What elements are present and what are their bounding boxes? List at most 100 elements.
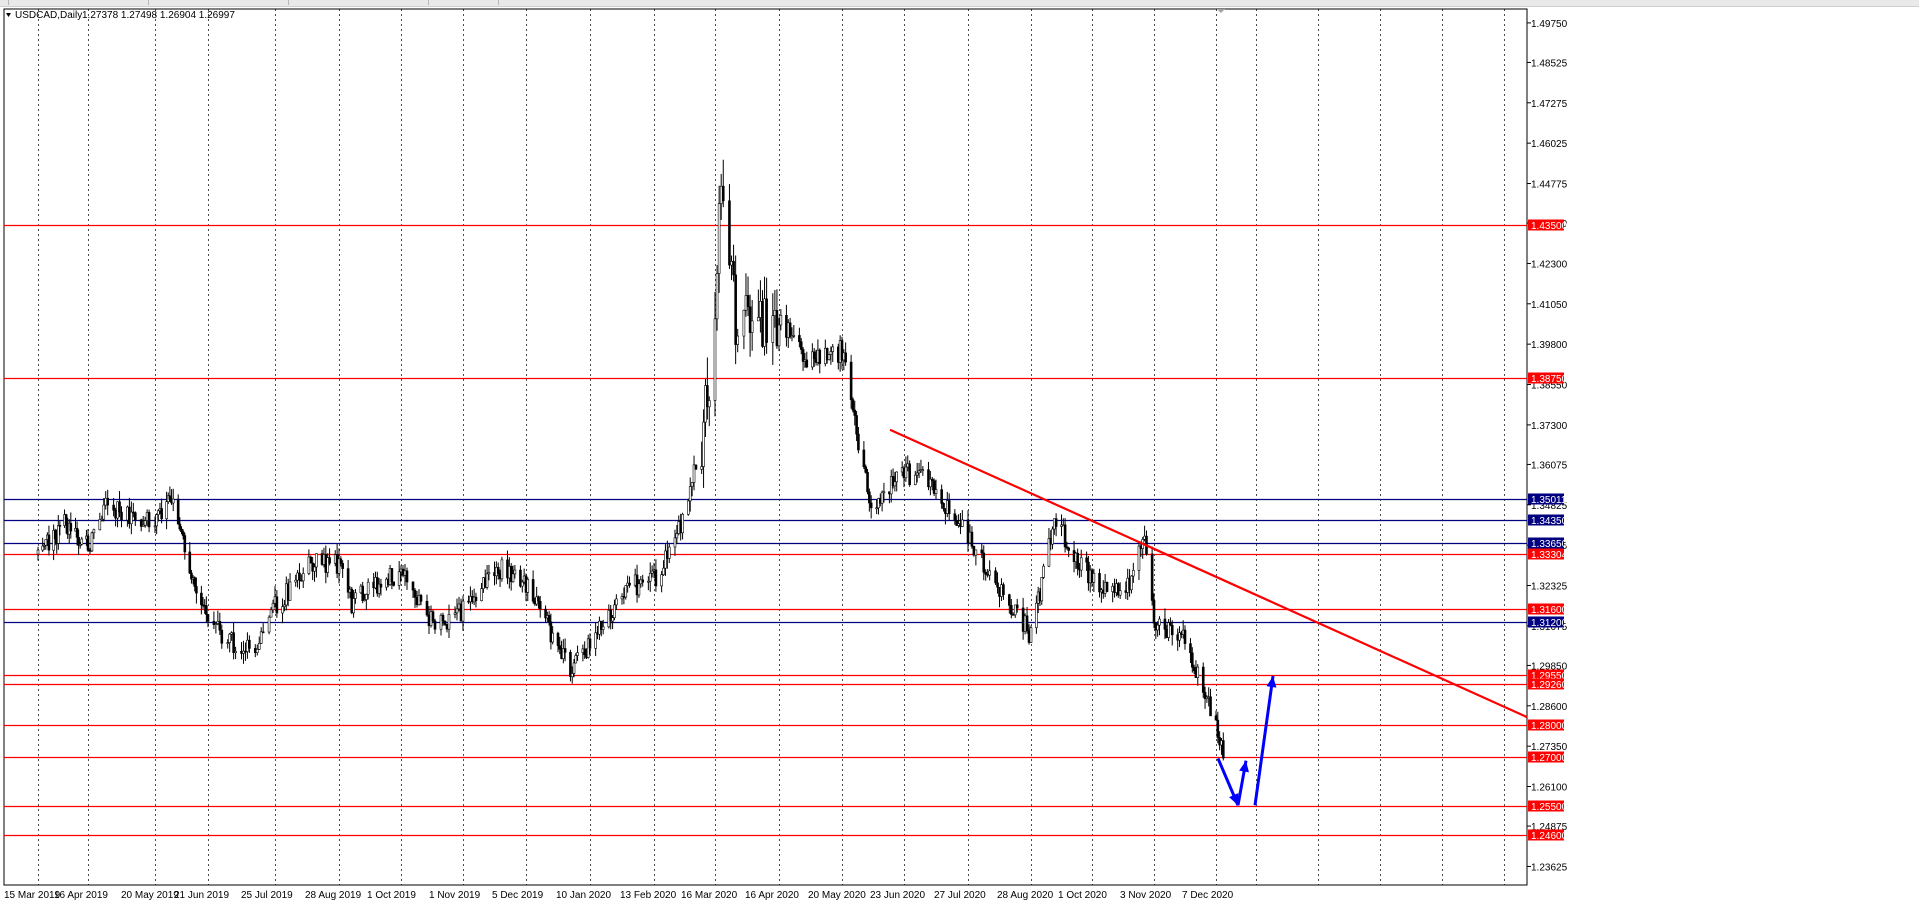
candle-body bbox=[255, 649, 259, 653]
candle-body bbox=[759, 300, 762, 318]
candle-body bbox=[352, 598, 355, 614]
price-tick-label: 1.48525 bbox=[1531, 58, 1568, 69]
candle-body bbox=[188, 551, 192, 574]
candle-body bbox=[742, 309, 746, 337]
shift-marker-icon[interactable] bbox=[1217, 9, 1225, 13]
candle-body bbox=[461, 600, 465, 622]
candle-body bbox=[232, 632, 235, 654]
candle-body bbox=[895, 471, 899, 483]
level-price-label: 1.31600 bbox=[1531, 605, 1568, 616]
candle-body bbox=[624, 585, 628, 598]
candle-body bbox=[574, 655, 578, 664]
candle-body bbox=[942, 503, 945, 509]
candle-body bbox=[904, 466, 908, 479]
candle-body bbox=[1201, 666, 1205, 693]
chart-tab[interactable] bbox=[8, 0, 149, 5]
candle-body bbox=[961, 519, 964, 527]
candle-body bbox=[1010, 605, 1013, 615]
time-tick-label: 27 Jul 2020 bbox=[934, 890, 986, 901]
time-tick-label: 13 Feb 2020 bbox=[620, 890, 677, 901]
level-price-label: 1.29260 bbox=[1531, 680, 1568, 691]
candle-body bbox=[267, 616, 271, 633]
candle-body bbox=[283, 604, 286, 607]
candle-body bbox=[853, 409, 857, 416]
price-tick-label: 1.47275 bbox=[1531, 99, 1568, 110]
candle-body bbox=[851, 399, 855, 411]
candle-body bbox=[1051, 528, 1054, 545]
candle-body bbox=[365, 594, 368, 600]
candle-body bbox=[734, 274, 737, 345]
candle-body bbox=[857, 433, 860, 451]
vertical-grid bbox=[38, 9, 1505, 885]
candle-body bbox=[970, 531, 974, 547]
candle-body bbox=[687, 500, 690, 515]
candle-body bbox=[220, 629, 224, 644]
collapse-triangle-icon[interactable] bbox=[6, 13, 11, 17]
level-price-label: 1.28000 bbox=[1531, 721, 1568, 732]
level-price-label: 1.38750 bbox=[1531, 374, 1568, 385]
candle-body bbox=[746, 295, 750, 308]
candle-body bbox=[431, 611, 435, 622]
candle-body bbox=[42, 544, 46, 547]
price-tick-label: 1.38550 bbox=[1531, 381, 1568, 392]
candle-body bbox=[702, 421, 705, 467]
price-tick-label: 1.37300 bbox=[1531, 421, 1568, 432]
level-price-tag bbox=[1528, 514, 1564, 526]
candle-body bbox=[930, 478, 934, 482]
candle-body bbox=[829, 351, 833, 355]
candle-body bbox=[609, 610, 613, 622]
candle-body bbox=[570, 673, 574, 677]
candle-body bbox=[397, 571, 401, 586]
chart-tab[interactable] bbox=[428, 0, 499, 5]
candle-body bbox=[537, 596, 540, 602]
candle-body bbox=[433, 620, 437, 630]
candle-body bbox=[855, 415, 858, 435]
level-price-label: 1.25500 bbox=[1531, 802, 1568, 813]
candle-body bbox=[866, 472, 869, 493]
candle-body bbox=[558, 645, 562, 650]
candle-body bbox=[1170, 624, 1174, 636]
candle-body bbox=[1132, 570, 1135, 577]
candle-body bbox=[891, 476, 895, 487]
candle-body bbox=[628, 582, 631, 586]
candle-body bbox=[715, 273, 719, 320]
candle-body bbox=[275, 596, 279, 614]
level-price-tag bbox=[1528, 548, 1564, 560]
time-tick-label: 20 May 2020 bbox=[808, 890, 866, 901]
candle-body bbox=[281, 606, 284, 614]
price-tick-label: 1.32325 bbox=[1531, 582, 1568, 593]
chart-tab[interactable] bbox=[288, 0, 429, 5]
candle-body bbox=[176, 498, 180, 525]
candle-body bbox=[675, 533, 679, 539]
chart-tab[interactable] bbox=[148, 0, 289, 5]
level-price-label: 1.33304 bbox=[1531, 550, 1568, 561]
chart-tab[interactable] bbox=[0, 0, 9, 5]
candle-body bbox=[313, 566, 316, 572]
candle-body bbox=[496, 566, 500, 574]
candle-body bbox=[757, 317, 760, 322]
candle-body bbox=[1029, 627, 1033, 643]
candle-body bbox=[455, 608, 459, 614]
candle-body bbox=[1183, 629, 1187, 644]
candle-body bbox=[190, 572, 193, 580]
candle-body bbox=[913, 474, 917, 485]
candle-body bbox=[953, 513, 957, 521]
candle-body bbox=[165, 501, 168, 519]
candle-body bbox=[966, 519, 970, 544]
price-tick-label: 1.29850 bbox=[1531, 661, 1568, 672]
candle-body bbox=[688, 486, 692, 502]
level-price-tag bbox=[1528, 372, 1564, 384]
candle-body bbox=[120, 511, 123, 521]
candle-body bbox=[736, 335, 740, 345]
candle-body bbox=[218, 621, 222, 631]
level-price-label: 1.24600 bbox=[1531, 831, 1568, 842]
candle-body bbox=[1092, 573, 1096, 583]
candle-body bbox=[1076, 552, 1079, 569]
time-tick-label: 28 Aug 2020 bbox=[997, 890, 1054, 901]
candle-body bbox=[692, 464, 696, 483]
candle-body bbox=[648, 572, 652, 582]
candle-body bbox=[315, 553, 318, 568]
candle-body bbox=[882, 491, 886, 494]
candle-body bbox=[721, 185, 725, 202]
